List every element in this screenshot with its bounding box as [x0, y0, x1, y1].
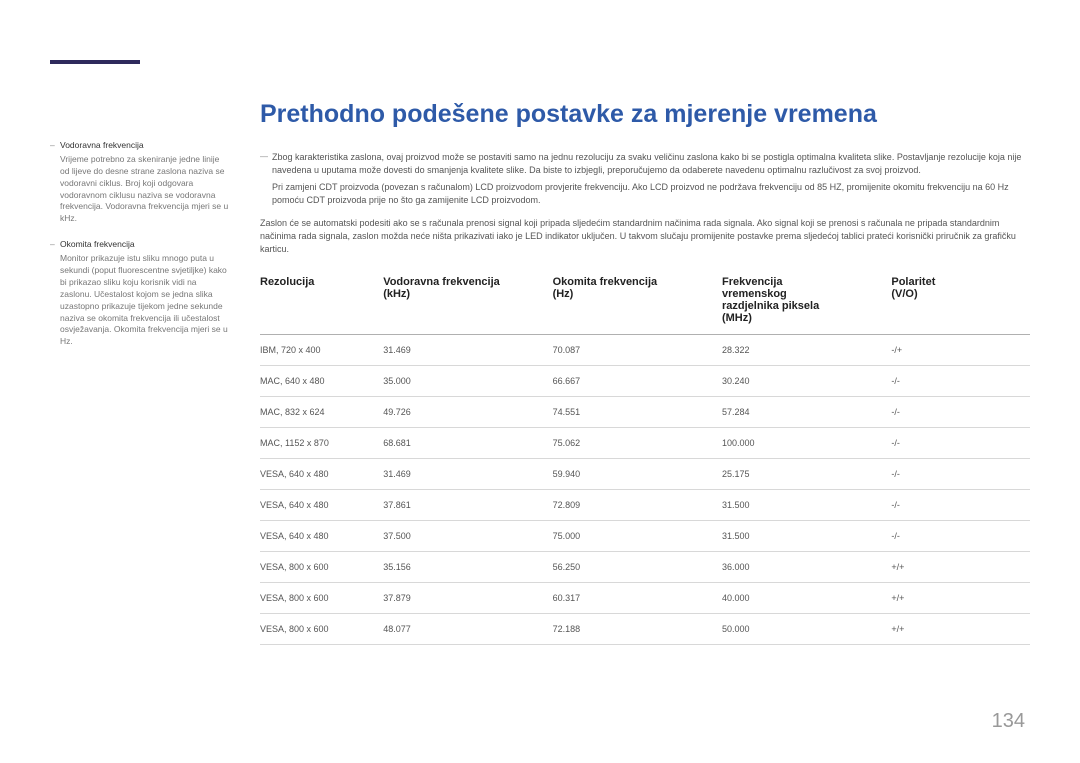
cell-pol: -/- [891, 490, 1030, 521]
cell-h: 35.000 [383, 366, 552, 397]
cell-res: VESA, 800 x 600 [260, 614, 383, 645]
cell-v: 75.062 [553, 428, 722, 459]
cell-h: 68.681 [383, 428, 552, 459]
cell-pol: -/+ [891, 335, 1030, 366]
sidebar-note: Okomita frekvencija Monitor prikazuje is… [50, 239, 230, 348]
th-vfreq: Okomita frekvencija(Hz) [553, 270, 722, 335]
sidebar-note-body: Vrijeme potrebno za skeniranje jedne lin… [60, 154, 230, 225]
cell-pol: -/- [891, 459, 1030, 490]
cell-res: IBM, 720 x 400 [260, 335, 383, 366]
page-content: Vodoravna frekvencija Vrijeme potrebno z… [50, 100, 1030, 645]
cell-v: 75.000 [553, 521, 722, 552]
table-body: IBM, 720 x 40031.46970.08728.322-/+ MAC,… [260, 335, 1030, 645]
top-accent-bar [50, 60, 140, 64]
cell-p: 31.500 [722, 521, 891, 552]
cell-h: 31.469 [383, 335, 552, 366]
cell-pol: -/- [891, 428, 1030, 459]
timing-table: Rezolucija Vodoravna frekvencija(kHz) Ok… [260, 270, 1030, 645]
intro-paragraph: Zaslon će se automatski podesiti ako se … [260, 217, 1030, 256]
cell-pol: -/- [891, 521, 1030, 552]
th-resolution: Rezolucija [260, 270, 383, 335]
table-header-row: Rezolucija Vodoravna frekvencija(kHz) Ok… [260, 270, 1030, 335]
cell-v: 66.667 [553, 366, 722, 397]
sidebar-note-title: Okomita frekvencija [60, 239, 230, 251]
page-title: Prethodno podešene postavke za mjerenje … [260, 100, 1030, 129]
cell-pol: +/+ [891, 583, 1030, 614]
cell-res: VESA, 640 x 480 [260, 459, 383, 490]
th-hfreq: Vodoravna frekvencija(kHz) [383, 270, 552, 335]
th-pixclock: Frekvencijavremenskograzdjelnika piksela… [722, 270, 891, 335]
table-row: VESA, 800 x 60037.87960.31740.000+/+ [260, 583, 1030, 614]
cell-h: 49.726 [383, 397, 552, 428]
cell-pol: -/- [891, 366, 1030, 397]
table-row: VESA, 640 x 48037.50075.00031.500-/- [260, 521, 1030, 552]
cell-p: 25.175 [722, 459, 891, 490]
cell-h: 35.156 [383, 552, 552, 583]
table-row: IBM, 720 x 40031.46970.08728.322-/+ [260, 335, 1030, 366]
cell-p: 30.240 [722, 366, 891, 397]
cell-res: VESA, 800 x 600 [260, 552, 383, 583]
cell-h: 37.879 [383, 583, 552, 614]
sidebar-note-title: Vodoravna frekvencija [60, 140, 230, 152]
cell-v: 59.940 [553, 459, 722, 490]
cell-pol: -/- [891, 397, 1030, 428]
cell-res: VESA, 640 x 480 [260, 521, 383, 552]
cell-p: 40.000 [722, 583, 891, 614]
cell-h: 37.861 [383, 490, 552, 521]
cell-v: 60.317 [553, 583, 722, 614]
main-column: Prethodno podešene postavke za mjerenje … [260, 100, 1030, 645]
cell-res: VESA, 640 x 480 [260, 490, 383, 521]
table-row: MAC, 640 x 48035.00066.66730.240-/- [260, 366, 1030, 397]
table-row: MAC, 1152 x 87068.68175.062100.000-/- [260, 428, 1030, 459]
th-polarity: Polaritet(V/O) [891, 270, 1030, 335]
intro-paragraph: Zbog karakteristika zaslona, ovaj proizv… [260, 151, 1030, 207]
cell-v: 56.250 [553, 552, 722, 583]
cell-res: MAC, 832 x 624 [260, 397, 383, 428]
table-row: MAC, 832 x 62449.72674.55157.284-/- [260, 397, 1030, 428]
cell-v: 72.188 [553, 614, 722, 645]
cell-p: 50.000 [722, 614, 891, 645]
table-row: VESA, 800 x 60035.15656.25036.000+/+ [260, 552, 1030, 583]
table-row: VESA, 640 x 48037.86172.80931.500-/- [260, 490, 1030, 521]
cell-v: 72.809 [553, 490, 722, 521]
intro-text-sub: Pri zamjeni CDT proizvoda (povezan s rač… [272, 181, 1030, 207]
cell-pol: +/+ [891, 614, 1030, 645]
sidebar-notes: Vodoravna frekvencija Vrijeme potrebno z… [50, 100, 230, 645]
th-label: Rezolucija [260, 276, 314, 288]
cell-res: MAC, 640 x 480 [260, 366, 383, 397]
cell-p: 57.284 [722, 397, 891, 428]
cell-h: 48.077 [383, 614, 552, 645]
cell-h: 31.469 [383, 459, 552, 490]
cell-h: 37.500 [383, 521, 552, 552]
table-row: VESA, 800 x 60048.07772.18850.000+/+ [260, 614, 1030, 645]
table-row: VESA, 640 x 48031.46959.94025.175-/- [260, 459, 1030, 490]
cell-p: 28.322 [722, 335, 891, 366]
cell-pol: +/+ [891, 552, 1030, 583]
intro-text: Zbog karakteristika zaslona, ovaj proizv… [272, 152, 1021, 175]
cell-res: VESA, 800 x 600 [260, 583, 383, 614]
intro-text: Zaslon će se automatski podesiti ako se … [260, 218, 1016, 254]
sidebar-note-body: Monitor prikazuje istu sliku mnogo puta … [60, 253, 230, 348]
page-number: 134 [992, 710, 1025, 733]
cell-res: MAC, 1152 x 870 [260, 428, 383, 459]
sidebar-note: Vodoravna frekvencija Vrijeme potrebno z… [50, 140, 230, 225]
cell-v: 74.551 [553, 397, 722, 428]
cell-v: 70.087 [553, 335, 722, 366]
cell-p: 31.500 [722, 490, 891, 521]
cell-p: 100.000 [722, 428, 891, 459]
cell-p: 36.000 [722, 552, 891, 583]
